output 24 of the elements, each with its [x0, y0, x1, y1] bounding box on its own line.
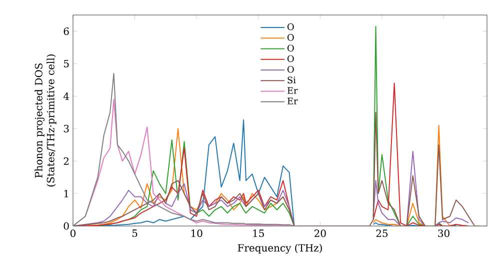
legend-label: O	[287, 55, 294, 62]
y-tick-label: 0	[64, 222, 69, 230]
legend-label: O	[287, 34, 294, 41]
legend-label: O	[287, 44, 294, 52]
legend-label: Er	[287, 98, 298, 104]
y-axis-title: Phonon projected DOS (States/THz·primitive cell)	[34, 54, 56, 186]
legend-label: Si	[288, 76, 296, 84]
x-tick-label: 0	[70, 230, 76, 238]
legend-label: Er	[287, 87, 298, 94]
x-tick-label: 25	[376, 230, 388, 238]
x-axis-title: Frequency (THz)	[238, 244, 322, 254]
y-tick-label: 5	[64, 60, 69, 68]
y-tick-label: 3	[64, 124, 69, 132]
x-tick-label: 10	[191, 230, 202, 238]
x-tick-label: 30	[438, 230, 450, 238]
y-tick-label: 4	[63, 92, 69, 100]
x-tick-label: 15	[253, 230, 264, 238]
legend-label: O	[287, 23, 294, 30]
y-tick-label: 2	[64, 157, 68, 165]
y-tick-label: 6	[64, 27, 69, 36]
x-tick-label: 5	[132, 230, 138, 237]
x-tick-label: 20	[314, 230, 326, 238]
y-tick-label: 1	[64, 190, 68, 198]
legend-label: O	[287, 66, 294, 73]
